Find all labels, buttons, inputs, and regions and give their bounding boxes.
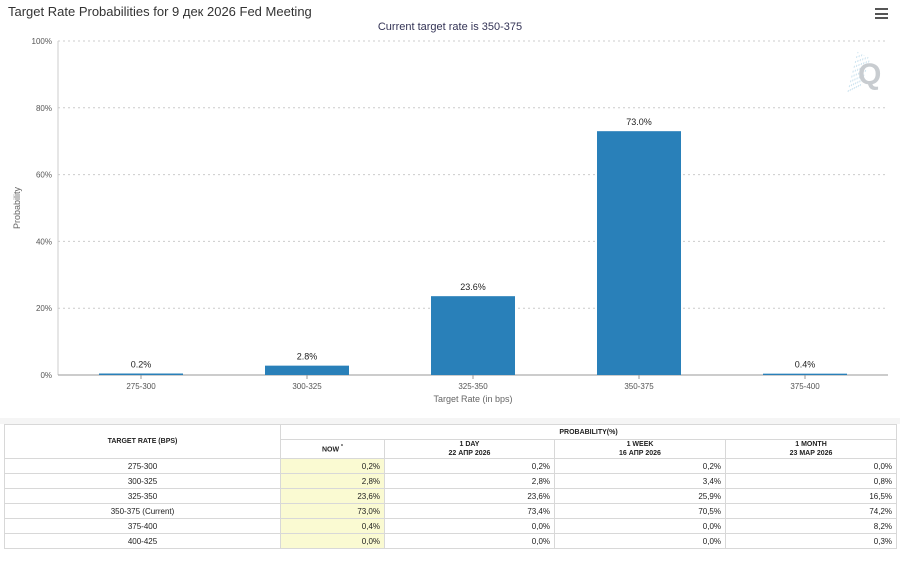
table-row: 350-375 (Current) 73,0% 73,4% 70,5% 74,2… bbox=[4, 503, 898, 519]
col-header-date: 23 МАР 2026 bbox=[789, 450, 833, 457]
value-cell: 23,6% bbox=[384, 488, 555, 504]
col-header-date: 22 АПР 2026 bbox=[448, 450, 491, 457]
value-cell: 0,3% bbox=[724, 533, 898, 549]
table-row: 275-300 0,2% 0,2% 0,2% 0,0% bbox=[4, 458, 898, 474]
chart-panel: Q 0% 20% 40% 60% 80% 100% 0.2% 275-300 2.8% 300-32… bbox=[8, 4, 888, 404]
value-cell: 0,0% bbox=[554, 518, 726, 534]
chart-subtitle: Current target rate is 350-375 bbox=[377, 21, 523, 33]
col-header-label: 1 DAY bbox=[459, 441, 480, 448]
value-cell: 70,5% bbox=[554, 503, 726, 519]
rate-cell: 300-325 bbox=[4, 473, 281, 489]
y-axis-title: Probability bbox=[12, 186, 22, 229]
now-value-cell: 2,8% bbox=[280, 473, 385, 489]
col-header-1-day: 1 DAY 22 АПР 2026 bbox=[384, 439, 555, 459]
col-header-1-week: 1 WEEK 16 АПР 2026 bbox=[554, 439, 726, 459]
chart-title: Target Rate Probabilities for 9 дек 2026… bbox=[8, 4, 312, 19]
value-cell: 74,2% bbox=[724, 503, 898, 519]
table-row: 300-325 2,8% 2,8% 3,4% 0,8% bbox=[4, 473, 898, 489]
y-tick-label: 80% bbox=[36, 104, 52, 113]
probability-header: PROBABILITY(%) bbox=[279, 424, 898, 440]
y-tick-label: 20% bbox=[36, 304, 52, 313]
data-label: 73.0% bbox=[626, 117, 652, 127]
now-value-cell: 0,2% bbox=[280, 458, 385, 474]
now-value-cell: 23,6% bbox=[280, 488, 385, 504]
x-tick-label: 275-300 bbox=[126, 382, 156, 391]
now-value-cell: 0,4% bbox=[280, 518, 385, 534]
probability-table: TARGET RATE (BPS) PROBABILITY(%) NOW * 1… bbox=[4, 424, 898, 549]
col-header-1-month: 1 MONTH 23 МАР 2026 bbox=[724, 439, 898, 459]
col-header-date: 16 АПР 2026 bbox=[619, 450, 661, 457]
value-cell: 73,4% bbox=[384, 503, 555, 519]
value-cell: 0,2% bbox=[384, 458, 555, 474]
bar-350-375 bbox=[597, 131, 681, 375]
y-tick-label: 0% bbox=[40, 371, 52, 380]
bar-300-325 bbox=[265, 365, 349, 375]
rate-cell: 325-350 bbox=[4, 488, 281, 504]
col-header-now: NOW * bbox=[280, 439, 385, 459]
value-cell: 8,2% bbox=[724, 518, 898, 534]
watermark-letter: Q bbox=[858, 58, 881, 91]
target-rate-header: TARGET RATE (BPS) bbox=[4, 424, 281, 459]
bar-325-350 bbox=[431, 296, 515, 375]
value-cell: 0,8% bbox=[724, 473, 898, 489]
data-label: 2.8% bbox=[297, 352, 318, 362]
value-cell: 0,0% bbox=[384, 518, 555, 534]
y-tick-label: 100% bbox=[32, 37, 52, 46]
rate-cell: 375-400 bbox=[4, 518, 281, 534]
watermark-logo bbox=[847, 51, 871, 93]
value-cell: 2,8% bbox=[384, 473, 555, 489]
now-value-cell: 73,0% bbox=[280, 503, 385, 519]
rate-cell: 350-375 (Current) bbox=[4, 503, 281, 519]
value-cell: 25,9% bbox=[554, 488, 726, 504]
col-header-label: 1 MONTH bbox=[795, 441, 827, 448]
data-label: 23.6% bbox=[460, 282, 486, 292]
y-tick-label: 60% bbox=[36, 171, 52, 180]
value-cell: 16,5% bbox=[724, 488, 898, 504]
rate-cell: 400-425 bbox=[4, 533, 281, 549]
x-axis-title: Target Rate (in bps) bbox=[433, 394, 512, 404]
x-tick-label: 350-375 bbox=[624, 382, 654, 391]
value-cell: 3,4% bbox=[554, 473, 726, 489]
now-marker: * bbox=[341, 444, 343, 451]
x-tick-label: 325-350 bbox=[458, 382, 488, 391]
table-row: 325-350 23,6% 23,6% 25,9% 16,5% bbox=[4, 488, 898, 504]
bar-375-400 bbox=[763, 373, 847, 375]
value-cell: 0,0% bbox=[554, 533, 726, 549]
table-row: 375-400 0,4% 0,0% 0,0% 8,2% bbox=[4, 518, 898, 534]
rate-cell: 275-300 bbox=[4, 458, 281, 474]
bar-chart: Q 0% 20% 40% 60% 80% 100% 0.2% 275-300 2.8% 300-32… bbox=[12, 37, 888, 404]
x-tick-label: 375-400 bbox=[790, 382, 820, 391]
bar-275-300 bbox=[99, 373, 183, 375]
table-row: 400-425 0,0% 0,0% 0,0% 0,3% bbox=[4, 533, 898, 549]
data-label: 0.2% bbox=[131, 360, 152, 370]
col-header-label: 1 WEEK bbox=[626, 441, 654, 448]
value-cell: 0,0% bbox=[724, 458, 898, 474]
now-value-cell: 0,0% bbox=[280, 533, 385, 549]
col-header-now-label: NOW bbox=[321, 446, 340, 454]
value-cell: 0,2% bbox=[554, 458, 726, 474]
x-tick-label: 300-325 bbox=[292, 382, 322, 391]
y-tick-label: 40% bbox=[36, 237, 52, 246]
section-divider bbox=[0, 418, 900, 424]
hamburger-menu-icon[interactable] bbox=[875, 8, 888, 19]
value-cell: 0,0% bbox=[384, 533, 555, 549]
data-label: 0.4% bbox=[795, 360, 816, 370]
